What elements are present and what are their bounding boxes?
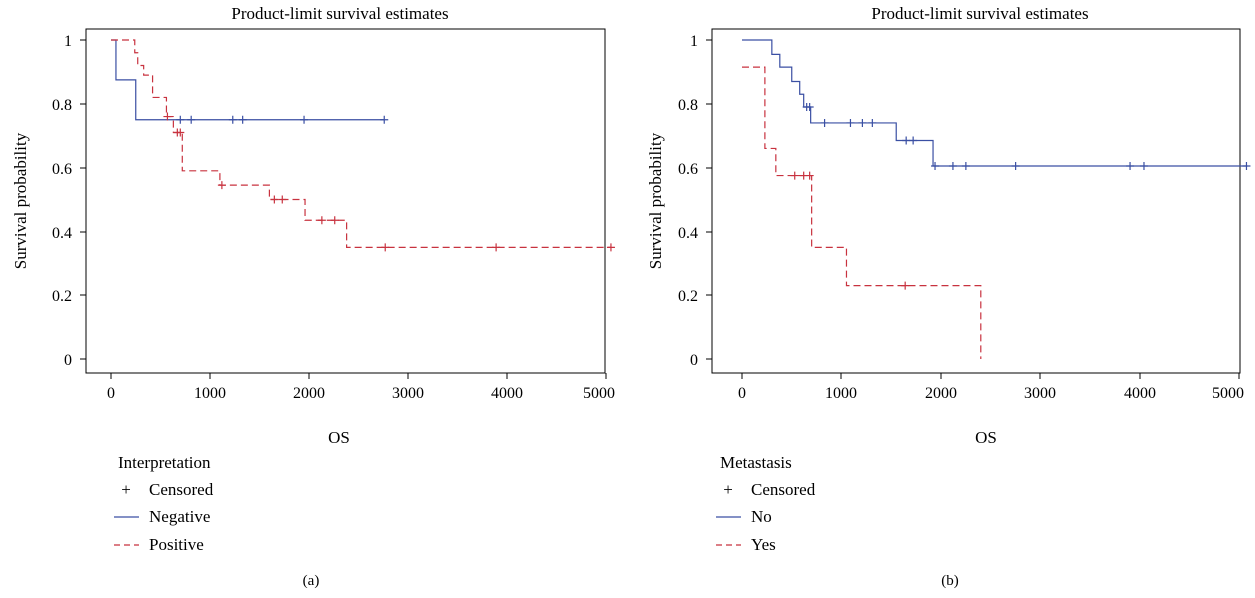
censor-mark <box>228 115 237 124</box>
censor-mark <box>492 243 501 252</box>
plot-frame-a <box>85 28 606 374</box>
legend-censored-label-b: Censored <box>751 480 816 499</box>
x-tick-label: 4000 <box>491 385 523 402</box>
y-tick-label: 0.6 <box>678 161 698 178</box>
plot-area-a <box>111 39 615 252</box>
chart-title-b: Product-limit survival estimates <box>871 4 1088 23</box>
legend-title-a: Interpretation <box>118 453 211 472</box>
caption-a: (a) <box>303 573 320 589</box>
y-tick-label: 0.8 <box>678 97 698 114</box>
legend-b: Metastasis + Censored No Yes <box>716 453 816 554</box>
x-axis-a: 0 1000 2000 3000 4000 5000 <box>107 373 615 402</box>
censor-mark <box>961 162 970 171</box>
y-tick-label: 0.2 <box>678 288 698 305</box>
legend-censored-symbol-a: + <box>121 480 131 499</box>
censor-mark <box>381 243 390 252</box>
y-tick-label: 0.2 <box>52 288 72 305</box>
legend-censored-label-a: Censored <box>149 480 214 499</box>
survival-curve-positive <box>111 39 611 248</box>
x-tick-label: 3000 <box>392 385 424 402</box>
x-axis-label-b: OS <box>975 428 997 447</box>
censor-mark <box>217 181 226 190</box>
y-tick-label: 0 <box>64 352 72 369</box>
y-tick-label: 0.4 <box>52 225 72 242</box>
x-tick-label: 4000 <box>1124 385 1156 402</box>
censor-mark <box>931 162 940 171</box>
censor-mark <box>270 195 279 204</box>
legend-a: Interpretation + Censored Negative Posit… <box>114 453 214 554</box>
censor-mark <box>805 171 814 180</box>
x-tick-label: 5000 <box>583 385 615 402</box>
censor-mark <box>858 118 867 127</box>
survival-curve-yes <box>742 66 982 359</box>
censor-mark <box>278 195 287 204</box>
censor-mark <box>1139 162 1148 171</box>
x-axis-label-a: OS <box>328 428 350 447</box>
censor-mark <box>380 115 389 124</box>
x-tick-label: 1000 <box>194 385 226 402</box>
censor-mark <box>868 118 877 127</box>
censor-mark <box>1242 162 1251 171</box>
censor-mark <box>909 136 918 145</box>
censor-mark <box>176 128 185 137</box>
y-tick-label: 0.4 <box>678 225 698 242</box>
censor-mark <box>163 112 172 121</box>
x-tick-label: 0 <box>107 385 115 402</box>
caption-b: (b) <box>941 573 959 589</box>
censor-mark <box>846 118 855 127</box>
censor-mark <box>176 115 185 124</box>
survival-curve-no <box>742 39 1248 167</box>
legend-title-b: Metastasis <box>720 453 792 472</box>
x-axis-b: 0 1000 2000 3000 4000 5000 <box>738 373 1244 402</box>
legend-yes-label: Yes <box>751 535 776 554</box>
y-axis-label-a: Survival probability <box>11 132 30 269</box>
y-tick-label: 1 <box>64 33 72 50</box>
censor-mark <box>187 115 196 124</box>
y-axis-label-b: Survival probability <box>646 132 665 269</box>
legend-censored-symbol-b: + <box>723 480 733 499</box>
legend-positive-label: Positive <box>149 535 204 554</box>
censor-mark <box>317 216 326 225</box>
x-tick-label: 5000 <box>1212 385 1244 402</box>
censor-mark <box>805 102 814 111</box>
y-tick-label: 0 <box>690 352 698 369</box>
y-tick-label: 0.6 <box>52 161 72 178</box>
y-tick-label: 0.8 <box>52 97 72 114</box>
x-tick-label: 3000 <box>1024 385 1056 402</box>
censor-mark <box>330 216 339 225</box>
plot-area-b <box>742 39 1251 359</box>
plot-frame-b <box>711 28 1241 374</box>
x-tick-label: 1000 <box>825 385 857 402</box>
x-tick-label: 0 <box>738 385 746 402</box>
y-axis-b: 0 0.2 0.4 0.6 0.8 1 <box>678 33 712 369</box>
legend-negative-label: Negative <box>149 507 210 526</box>
censor-mark <box>948 162 957 171</box>
panel-a: Product-limit survival estimates 0 1000 … <box>11 4 615 589</box>
censor-mark <box>790 171 799 180</box>
x-tick-label: 2000 <box>925 385 957 402</box>
chart-title-a: Product-limit survival estimates <box>231 4 448 23</box>
y-tick-label: 1 <box>690 33 698 50</box>
censor-mark <box>1126 162 1135 171</box>
censor-mark <box>902 136 911 145</box>
censor-mark <box>238 115 247 124</box>
censor-mark <box>606 243 615 252</box>
y-axis-a: 0 0.2 0.4 0.6 0.8 1 <box>52 33 86 369</box>
panel-b: Product-limit survival estimates 0 1000 … <box>646 4 1251 589</box>
x-tick-label: 2000 <box>293 385 325 402</box>
censor-mark <box>300 115 309 124</box>
legend-no-label: No <box>751 507 772 526</box>
censor-mark <box>820 118 829 127</box>
censor-mark <box>1011 162 1020 171</box>
censor-mark <box>901 281 910 290</box>
